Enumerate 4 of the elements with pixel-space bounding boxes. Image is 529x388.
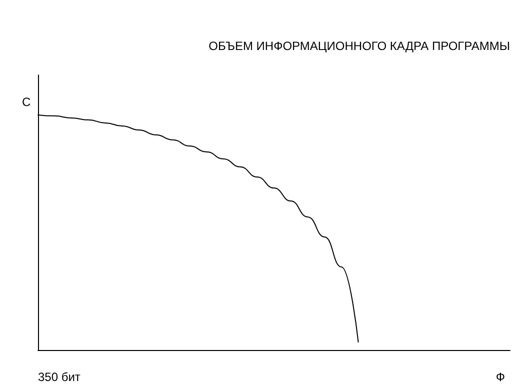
text: 350 бит <box>38 370 81 384</box>
x-axis-title: Ф <box>496 370 505 384</box>
chart-title: ОБЪЕМ ИНФОРМАЦИОННОГО КАДРА ПРОГРАММЫ <box>208 39 510 53</box>
y-axis-title: С <box>22 95 31 109</box>
